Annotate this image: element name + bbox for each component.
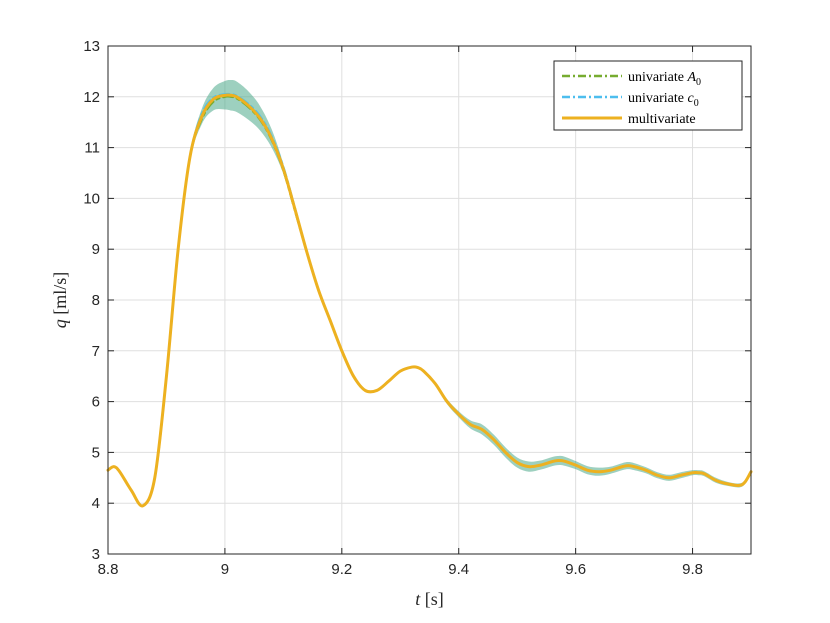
y-tick-label: 3 bbox=[92, 546, 100, 563]
legend-label: multivariate bbox=[628, 112, 696, 127]
x-axis: 8.8 9 9.2 9.4 9.6 9.8 bbox=[98, 46, 703, 578]
x-tick-label: 9.8 bbox=[682, 561, 703, 578]
x-tick-label: 9.2 bbox=[331, 561, 352, 578]
x-tick-label: 9 bbox=[221, 561, 229, 578]
y-tick-label: 4 bbox=[92, 495, 100, 512]
y-tick-label: 11 bbox=[84, 140, 100, 157]
y-tick-label: 10 bbox=[83, 190, 100, 207]
y-tick-label: 13 bbox=[83, 38, 100, 55]
x-axis-label: t [s] bbox=[415, 589, 444, 609]
series-line-multivariate bbox=[106, 93, 753, 508]
legend-label: univariate c0 bbox=[628, 91, 699, 109]
y-tick-label: 5 bbox=[92, 444, 100, 461]
y-tick-label: 6 bbox=[92, 394, 100, 411]
y-tick-label: 7 bbox=[92, 343, 100, 360]
legend-label: univariate A0 bbox=[628, 70, 701, 88]
x-tick-label: 9.6 bbox=[565, 561, 586, 578]
x-tick-label: 8.8 bbox=[98, 561, 119, 578]
series-lines bbox=[106, 92, 753, 508]
y-axis: 3 4 5 6 7 8 9 10 11 12 13 bbox=[83, 38, 751, 563]
y-tick-label: 9 bbox=[92, 241, 100, 258]
y-tick-label: 8 bbox=[92, 292, 100, 309]
grid-lines bbox=[107, 45, 751, 555]
y-tick-label: 12 bbox=[83, 89, 100, 106]
legend: univariate A0 univariate c0 multivariate bbox=[553, 60, 743, 131]
x-tick-label: 9.4 bbox=[448, 561, 469, 578]
y-axis-label: q [ml/s] bbox=[50, 272, 70, 329]
